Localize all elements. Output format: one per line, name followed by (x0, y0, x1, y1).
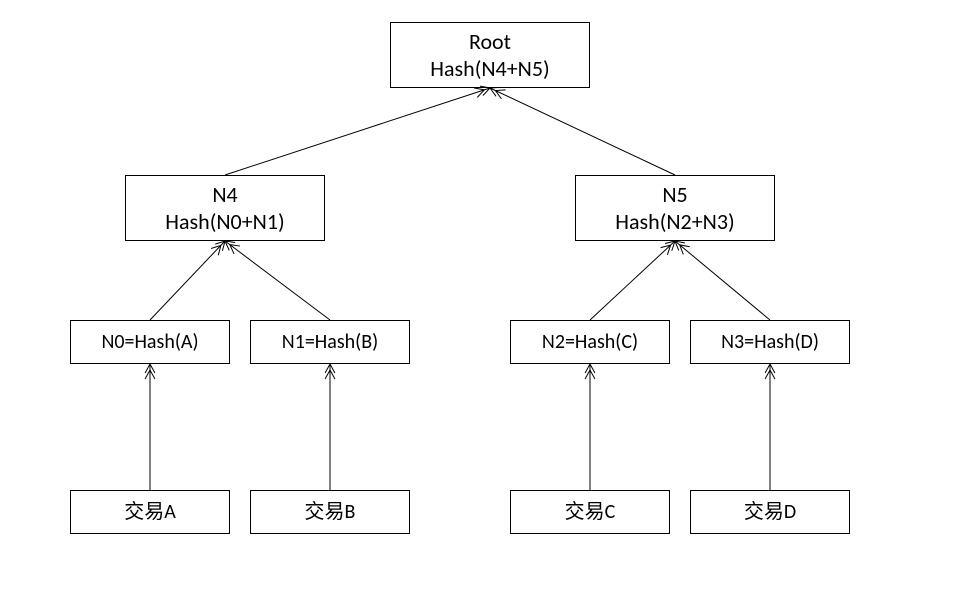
node-root-line1: Root (469, 28, 511, 56)
node-root: Root Hash(N4+N5) (390, 22, 590, 88)
node-txa-line1: 交易A (124, 500, 176, 525)
node-txd: 交易D (690, 490, 850, 534)
node-txc-line1: 交易C (565, 500, 616, 525)
node-n3: N3=Hash(D) (690, 320, 850, 364)
node-n5: N5 Hash(N2+N3) (575, 175, 775, 241)
node-root-line2: Hash(N4+N5) (430, 55, 549, 83)
node-n4-line2: Hash(N0+N1) (165, 208, 284, 236)
node-txb: 交易B (250, 490, 410, 534)
node-txb-line1: 交易B (305, 500, 356, 525)
node-txc: 交易C (510, 490, 670, 534)
node-n3-line1: N3=Hash(D) (721, 330, 819, 355)
node-n0: N0=Hash(A) (70, 320, 230, 364)
node-n5-line1: N5 (662, 181, 687, 209)
node-n2-line1: N2=Hash(C) (542, 330, 638, 355)
node-n1: N1=Hash(B) (250, 320, 410, 364)
node-n4: N4 Hash(N0+N1) (125, 175, 325, 241)
node-n0-line1: N0=Hash(A) (101, 330, 198, 355)
node-txd-line1: 交易D (744, 500, 796, 525)
node-n1-line1: N1=Hash(B) (282, 330, 378, 355)
node-n5-line2: Hash(N2+N3) (615, 208, 734, 236)
node-n2: N2=Hash(C) (510, 320, 670, 364)
node-n4-line1: N4 (212, 181, 237, 209)
node-txa: 交易A (70, 490, 230, 534)
